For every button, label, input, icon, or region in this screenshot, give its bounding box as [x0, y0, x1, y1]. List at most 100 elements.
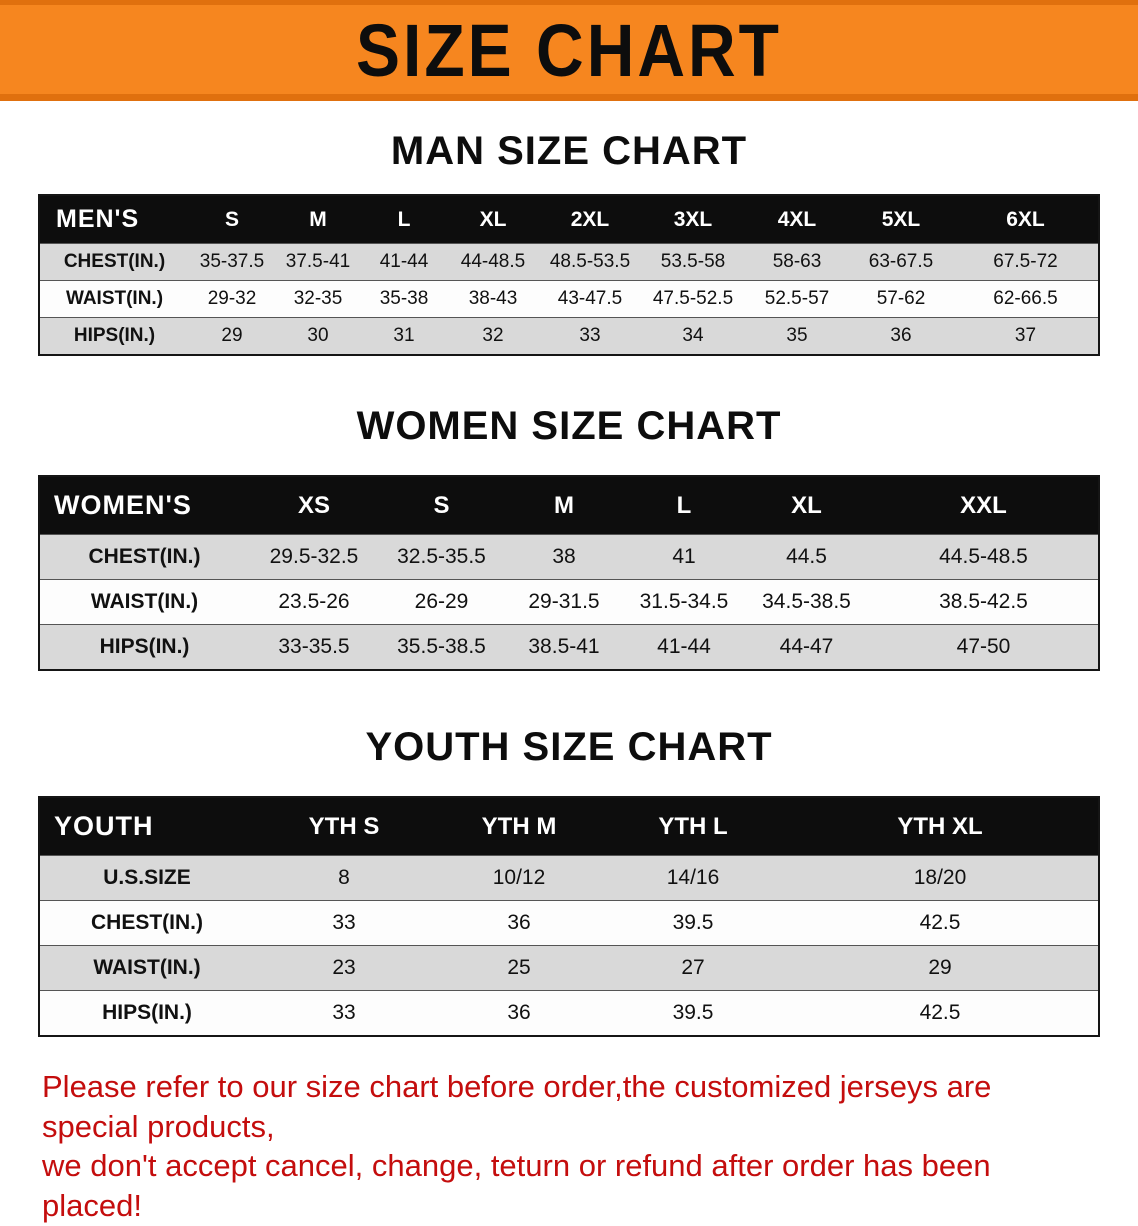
size-cell: 42.5	[782, 990, 1099, 1036]
row-label: U.S.SIZE	[39, 855, 254, 901]
column-header: XS	[249, 476, 379, 535]
row-label: WAIST(IN.)	[39, 579, 249, 625]
disclaimer-note: Please refer to our size chart before or…	[42, 1067, 1094, 1226]
table-corner-label: MEN'S	[39, 195, 189, 244]
youth-section: YOUTH SIZE CHART YOUTH YTH S YTH M YTH L…	[0, 725, 1138, 1037]
row-label: CHEST(IN.)	[39, 534, 249, 580]
size-cell: 32.5-35.5	[379, 534, 504, 580]
size-cell: 38.5-41	[504, 624, 624, 670]
women-section: WOMEN SIZE CHART WOMEN'S XS S M L XL XXL	[0, 404, 1138, 671]
size-cell: 31.5-34.5	[624, 579, 744, 625]
table-row: U.S.SIZE 8 10/12 14/16 18/20	[39, 855, 1099, 901]
row-label: CHEST(IN.)	[39, 243, 189, 281]
size-cell: 33-35.5	[249, 624, 379, 670]
size-cell: 44.5	[744, 534, 869, 580]
size-cell: 29.5-32.5	[249, 534, 379, 580]
size-cell: 38	[504, 534, 624, 580]
size-cell: 33	[254, 990, 434, 1036]
size-cell: 36	[434, 990, 604, 1036]
youth-size-table: YOUTH YTH S YTH M YTH L YTH XL U.S.SIZE …	[38, 796, 1100, 1037]
size-cell: 44-47	[744, 624, 869, 670]
men-size-table: MEN'S S M L XL 2XL 3XL 4XL 5XL 6XL CHEST…	[38, 194, 1100, 356]
row-label: WAIST(IN.)	[39, 280, 189, 318]
size-cell: 35.5-38.5	[379, 624, 504, 670]
size-cell: 39.5	[604, 900, 782, 946]
size-cell: 32-35	[275, 280, 361, 318]
size-cell: 33	[254, 900, 434, 946]
women-section-heading: WOMEN SIZE CHART	[356, 404, 782, 448]
size-cell: 47-50	[869, 624, 1099, 670]
row-label: HIPS(IN.)	[39, 990, 254, 1036]
size-cell: 41-44	[361, 243, 447, 281]
size-cell: 41	[624, 534, 744, 580]
table-row: CHEST(IN.) 35-37.5 37.5-41 41-44 44-48.5…	[39, 243, 1099, 281]
column-header: M	[504, 476, 624, 535]
table-row: HIPS(IN.) 29 30 31 32 33 34 35 36 37	[39, 317, 1099, 355]
table-row: HIPS(IN.) 33 36 39.5 42.5	[39, 990, 1099, 1036]
row-label: CHEST(IN.)	[39, 900, 254, 946]
size-cell: 62-66.5	[953, 280, 1099, 318]
column-header: YTH XL	[782, 797, 1099, 856]
row-label: HIPS(IN.)	[39, 624, 249, 670]
size-cell: 39.5	[604, 990, 782, 1036]
table-row: WAIST(IN.) 23.5-26 26-29 29-31.5 31.5-34…	[39, 579, 1099, 625]
women-header-row: WOMEN'S XS S M L XL XXL	[39, 476, 1099, 535]
size-cell: 31	[361, 317, 447, 355]
column-header: 6XL	[953, 195, 1099, 244]
size-cell: 23	[254, 945, 434, 991]
size-cell: 58-63	[745, 243, 849, 281]
table-row: CHEST(IN.) 29.5-32.5 32.5-35.5 38 41 44.…	[39, 534, 1099, 580]
size-cell: 33	[539, 317, 641, 355]
table-corner-label: YOUTH	[39, 797, 254, 856]
size-cell: 42.5	[782, 900, 1099, 946]
column-header: 2XL	[539, 195, 641, 244]
banner: SIZE CHART	[0, 0, 1138, 101]
column-header: YTH S	[254, 797, 434, 856]
column-header: L	[624, 476, 744, 535]
column-header: S	[379, 476, 504, 535]
size-cell: 57-62	[849, 280, 953, 318]
size-cell: 37.5-41	[275, 243, 361, 281]
size-cell: 37	[953, 317, 1099, 355]
men-section: MAN SIZE CHART MEN'S S M L XL 2XL 3XL 4X…	[0, 129, 1138, 356]
size-cell: 35	[745, 317, 849, 355]
youth-section-heading: YOUTH SIZE CHART	[365, 725, 773, 769]
size-cell: 27	[604, 945, 782, 991]
size-cell: 36	[849, 317, 953, 355]
men-header-row: MEN'S S M L XL 2XL 3XL 4XL 5XL 6XL	[39, 195, 1099, 244]
youth-header-row: YOUTH YTH S YTH M YTH L YTH XL	[39, 797, 1099, 856]
men-section-heading: MAN SIZE CHART	[390, 129, 748, 173]
column-header: 3XL	[641, 195, 745, 244]
size-cell: 29-31.5	[504, 579, 624, 625]
size-cell: 35-38	[361, 280, 447, 318]
size-cell: 38-43	[447, 280, 539, 318]
size-cell: 48.5-53.5	[539, 243, 641, 281]
size-cell: 8	[254, 855, 434, 901]
column-header: XXL	[869, 476, 1099, 535]
size-cell: 36	[434, 900, 604, 946]
column-header: 5XL	[849, 195, 953, 244]
size-cell: 63-67.5	[849, 243, 953, 281]
size-cell: 52.5-57	[745, 280, 849, 318]
table-row: WAIST(IN.) 29-32 32-35 35-38 38-43 43-47…	[39, 280, 1099, 318]
size-cell: 14/16	[604, 855, 782, 901]
column-header: XL	[744, 476, 869, 535]
column-header: YTH M	[434, 797, 604, 856]
size-cell: 43-47.5	[539, 280, 641, 318]
table-corner-label: WOMEN'S	[39, 476, 249, 535]
note-line: Please refer to our size chart before or…	[42, 1069, 992, 1144]
size-cell: 30	[275, 317, 361, 355]
row-label: HIPS(IN.)	[39, 317, 189, 355]
size-cell: 18/20	[782, 855, 1099, 901]
column-header: XL	[447, 195, 539, 244]
table-row: WAIST(IN.) 23 25 27 29	[39, 945, 1099, 991]
size-cell: 34.5-38.5	[744, 579, 869, 625]
size-cell: 67.5-72	[953, 243, 1099, 281]
size-cell: 29	[782, 945, 1099, 991]
women-size-table: WOMEN'S XS S M L XL XXL CHEST(IN.) 29.5-…	[38, 475, 1100, 671]
size-cell: 44.5-48.5	[869, 534, 1099, 580]
note-line: we don't accept cancel, change, teturn o…	[42, 1148, 991, 1224]
size-cell: 25	[434, 945, 604, 991]
size-cell: 47.5-52.5	[641, 280, 745, 318]
size-cell: 29	[189, 317, 275, 355]
